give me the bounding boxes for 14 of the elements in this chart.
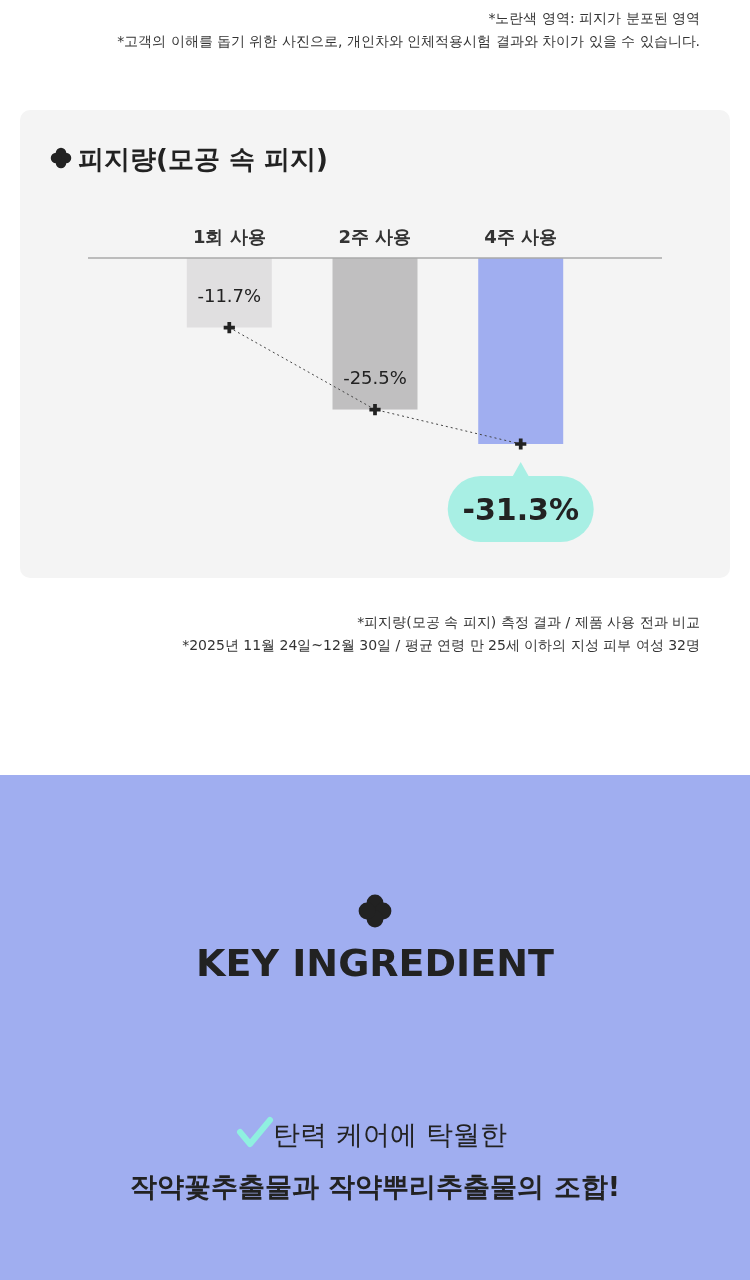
x-tick-label: 1회 사용 <box>192 226 266 247</box>
chart-title: 피지량(모공 속 피지) <box>78 144 328 174</box>
data-label: -25.5% <box>343 366 407 388</box>
text: *고객의 이해를 돕기 위한 사진으로, 개인차와 인체적용시험 결과와 차이가 있을 수 있습니다. <box>117 33 700 49</box>
x-tick-label: 2주 사용 <box>338 226 412 247</box>
data-label: -31.3% <box>462 492 579 527</box>
x-tick-label: 4주 사용 <box>484 226 558 247</box>
text: *2025년 11월 24일~12월 30일 / 평균 연령 만 25세 이하의 지성 피부 여성 32명 <box>182 637 700 653</box>
text: *피지량(모공 속 피지) 측정 결과 / 제품 사용 전과 비교 <box>357 614 700 630</box>
text: 탄력 케어에 탁월한 <box>273 1119 507 1150</box>
data-label: -11.7% <box>197 284 262 306</box>
text: KEY INGREDIENT <box>196 941 555 985</box>
text: 작약꽃추출물과 작약뿌리추출물의 조합! <box>129 1171 621 1202</box>
text: *노란색 영역: 피지가 분포된 영역 <box>488 10 700 26</box>
